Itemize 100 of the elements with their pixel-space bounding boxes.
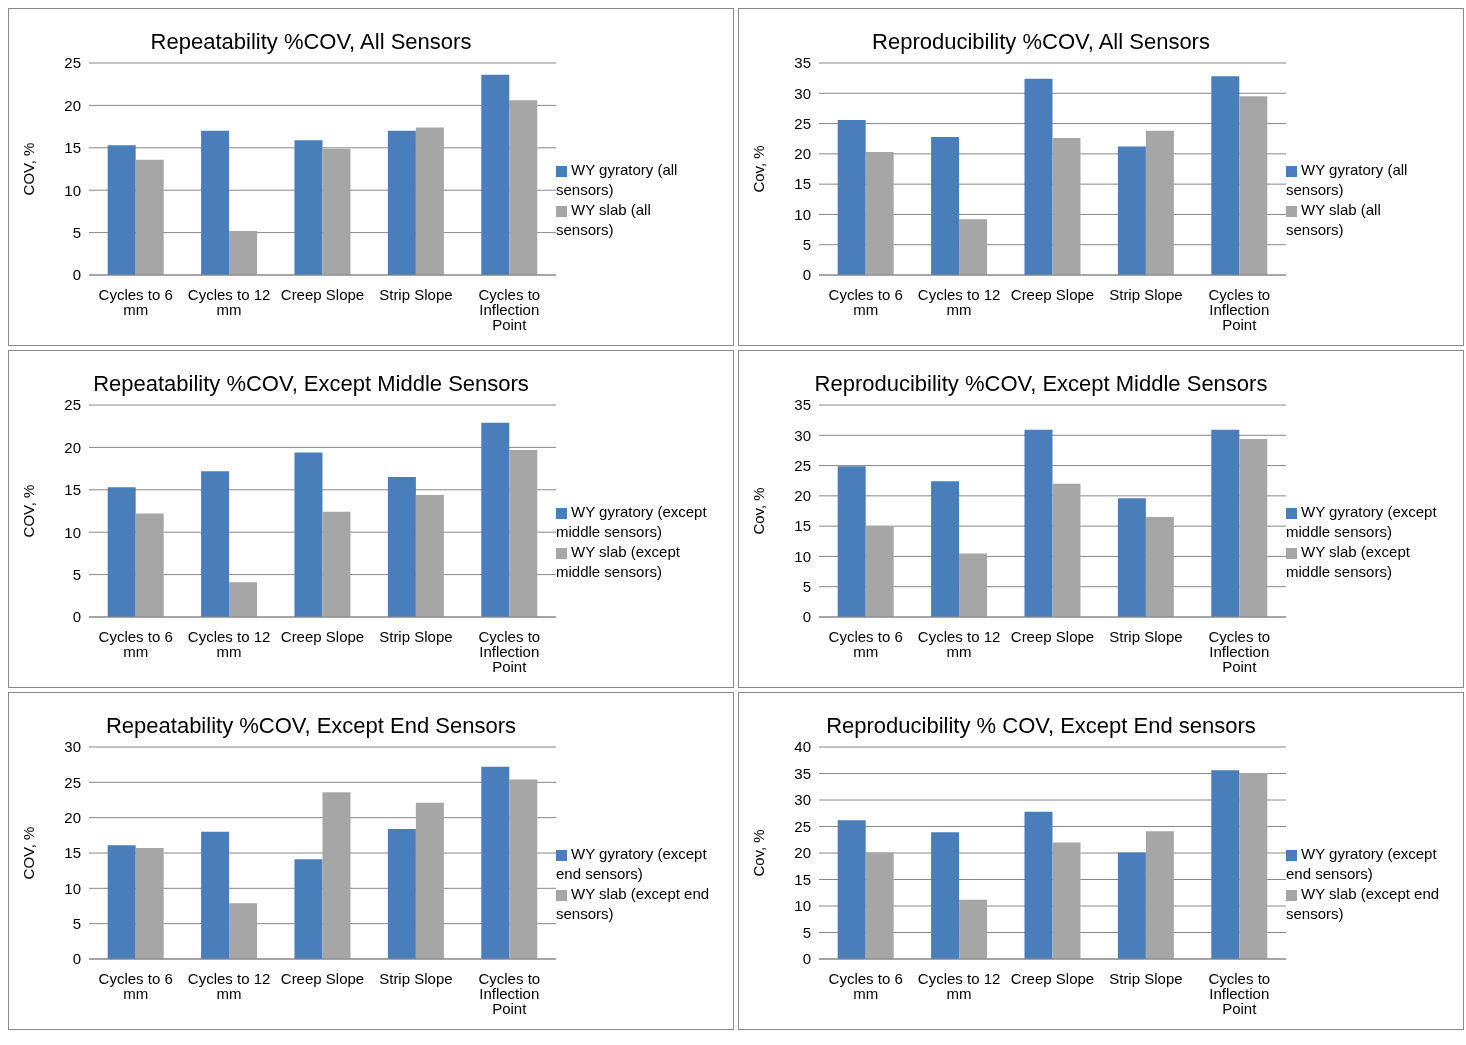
bar xyxy=(135,513,164,617)
bar xyxy=(1052,138,1081,275)
bar xyxy=(387,130,416,275)
y-tick-label: 5 xyxy=(802,578,811,596)
bar xyxy=(387,477,416,617)
bar xyxy=(1117,146,1146,275)
x-tick-label: Cycles to Inflection Point xyxy=(478,285,541,333)
y-tick-label: 15 xyxy=(794,175,811,193)
y-tick-label: 20 xyxy=(794,145,811,163)
bar xyxy=(1117,852,1146,959)
x-tick-label: Cycles to 12 mm xyxy=(187,285,271,318)
chart-title: Reproducibility %COV, All Sensors xyxy=(871,29,1211,55)
bar xyxy=(865,526,894,617)
bar xyxy=(322,511,351,617)
bar xyxy=(931,481,960,617)
y-tick-label: 25 xyxy=(794,817,811,835)
legend-label: WY gyratory (all sensors) xyxy=(556,161,678,198)
x-tick-label: Strip Slope xyxy=(379,627,453,645)
y-axis-title: COV, % xyxy=(20,826,38,880)
x-tick-label: Cycles to 12 mm xyxy=(187,627,271,660)
y-tick-label: 5 xyxy=(802,236,811,254)
legend-label: WY gyratory (except end sensors) xyxy=(556,845,707,882)
y-tick-label: 40 xyxy=(794,738,811,756)
y-axis-title: Cov, % xyxy=(750,145,768,193)
x-tick-label: Creep Slope xyxy=(280,969,365,987)
x-tick-label: Cycles to Inflection Point xyxy=(478,969,541,1017)
y-tick-label: 10 xyxy=(794,897,811,915)
bar xyxy=(509,449,538,617)
bar xyxy=(837,119,866,275)
bar xyxy=(322,148,351,275)
y-tick-label: 15 xyxy=(64,844,81,862)
y-tick-label: 5 xyxy=(72,914,81,932)
x-tick-label: Cycles to 12 mm xyxy=(917,969,1001,1002)
x-tick-label: Cycles to Inflection Point xyxy=(1208,627,1271,675)
bar xyxy=(415,802,444,959)
y-tick-label: 20 xyxy=(794,844,811,862)
bar xyxy=(931,832,960,959)
bar xyxy=(481,74,510,275)
y-tick-label: 15 xyxy=(794,870,811,888)
chart-title: Reproducibility % COV, Except End sensors xyxy=(825,713,1257,739)
legend-label: WY slab (all sensors) xyxy=(1286,201,1381,238)
legend-label: WY gyratory (except middle sensors) xyxy=(1286,503,1437,540)
bar xyxy=(294,452,323,617)
y-axis-title: COV, % xyxy=(20,142,38,196)
bar xyxy=(1052,842,1081,959)
x-tick-label: Creep Slope xyxy=(1010,627,1095,645)
x-tick-label: Cycles to 12 mm xyxy=(187,969,271,1002)
legend-label: WY slab (except middle sensors) xyxy=(556,543,680,580)
chart-title: Reproducibility %COV, Except Middle Sensors xyxy=(813,371,1269,397)
x-tick-label: Creep Slope xyxy=(280,627,365,645)
y-tick-label: 0 xyxy=(802,950,811,968)
legend-label: WY gyratory (except middle sensors) xyxy=(556,503,707,540)
bar xyxy=(201,471,230,617)
bar xyxy=(481,766,510,959)
legend-label: WY slab (except middle sensors) xyxy=(1286,543,1410,580)
bar xyxy=(1145,831,1174,959)
y-tick-label: 25 xyxy=(64,773,81,791)
bar xyxy=(107,145,136,275)
y-tick-label: 20 xyxy=(64,438,81,456)
x-tick-label: Cycles to 12 mm xyxy=(917,627,1001,660)
x-tick-label: Cycles to Inflection Point xyxy=(478,627,541,675)
x-tick-label: Cycles to 6 mm xyxy=(98,627,173,660)
y-tick-label: 0 xyxy=(72,266,81,284)
bar xyxy=(294,140,323,275)
bar xyxy=(865,152,894,275)
y-tick-label: 35 xyxy=(794,396,811,414)
chart-title: Repeatability %COV, All Sensors xyxy=(149,29,473,55)
y-tick-label: 35 xyxy=(794,764,811,782)
bar xyxy=(837,466,866,617)
legend-label: WY slab (except end sensors) xyxy=(1286,885,1440,922)
y-tick-label: 25 xyxy=(64,396,81,414)
x-tick-label: Strip Slope xyxy=(1109,627,1183,645)
bar xyxy=(107,487,136,617)
y-tick-label: 30 xyxy=(64,738,81,756)
bar xyxy=(1024,429,1053,617)
bar xyxy=(1211,429,1240,617)
y-tick-label: 30 xyxy=(794,84,811,102)
x-tick-label: Cycles to 6 mm xyxy=(828,969,903,1002)
y-tick-label: 30 xyxy=(794,426,811,444)
bar xyxy=(959,899,988,959)
legend-label: WY gyratory (all sensors) xyxy=(1286,161,1408,198)
y-tick-label: 35 xyxy=(794,54,811,72)
chart-title: Repeatability %COV, Except Middle Sensors xyxy=(92,371,530,397)
y-axis-title: COV, % xyxy=(20,484,38,538)
bar xyxy=(229,230,258,275)
bar xyxy=(1145,517,1174,617)
y-tick-label: 10 xyxy=(64,879,81,897)
y-tick-label: 5 xyxy=(802,923,811,941)
bar xyxy=(509,779,538,959)
y-tick-label: 15 xyxy=(64,481,81,499)
bar xyxy=(1211,76,1240,275)
bar xyxy=(1239,96,1268,275)
legend-label: WY slab (all sensors) xyxy=(556,201,651,238)
x-tick-label: Cycles to Inflection Point xyxy=(1208,969,1271,1017)
y-axis-title: Cov, % xyxy=(750,829,768,877)
y-tick-label: 25 xyxy=(64,54,81,72)
bar xyxy=(959,553,988,617)
y-tick-label: 0 xyxy=(72,608,81,626)
y-axis-title: Cov, % xyxy=(750,487,768,535)
bar xyxy=(1052,483,1081,617)
